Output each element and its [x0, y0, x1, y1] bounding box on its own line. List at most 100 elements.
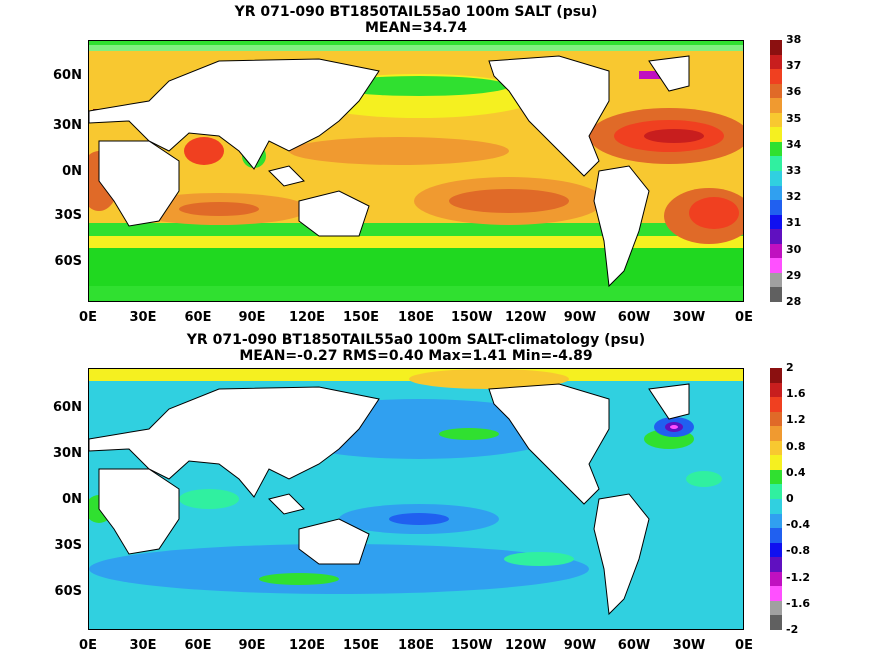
lon-label: 120W — [505, 310, 547, 325]
colorbar-segment — [770, 571, 782, 587]
colorbar-segment — [770, 98, 782, 114]
colorbar-tick-label: 2 — [786, 361, 794, 374]
colorbar-segment — [770, 411, 782, 427]
colorbar-tick-label: -0.8 — [786, 544, 811, 558]
colorbar-segment — [770, 513, 782, 529]
colorbar-segment — [770, 54, 782, 70]
lon-label: 180E — [397, 310, 435, 325]
colorbar-tick-label: 30 — [786, 242, 802, 256]
lon-label: 150E — [342, 638, 380, 653]
colorbar-segment — [770, 171, 782, 187]
panel2-stats: MEAN=-0.27 RMS=0.40 Max=1.41 Min=-4.89 — [239, 348, 593, 364]
panel1-title: YR 071-090 BT1850TAIL55a0 100m SALT (psu… — [234, 4, 598, 20]
lon-label: 150E — [342, 310, 380, 325]
colorbar-segment — [770, 557, 782, 573]
lon-label: 90W — [563, 310, 597, 325]
lat-label-0n: 0N — [62, 492, 82, 507]
colorbar-tick-label: 36 — [786, 85, 802, 99]
colorbar-segment — [770, 426, 782, 442]
colorbar-segment — [770, 368, 782, 384]
colorbar-segment — [770, 382, 782, 398]
colorbar-segment — [770, 499, 782, 515]
colorbar-tick-label: -1.2 — [786, 570, 811, 584]
lon-label: 120E — [288, 310, 326, 325]
lon-label: 150W — [451, 310, 493, 325]
lon-label: 0E — [735, 638, 753, 653]
colorbar-tick-label: 1.6 — [786, 387, 806, 401]
colorbar-segment — [770, 112, 782, 128]
colorbar-segment — [770, 272, 782, 288]
colorbar-tick-label: 1.2 — [786, 413, 806, 427]
colorbar-tick-label: 0.8 — [786, 439, 806, 453]
colorbar-segment — [770, 141, 782, 157]
lat-label-30s: 30S — [54, 538, 82, 553]
salinity-anomaly-map — [88, 368, 744, 630]
colorbar-tick-label: 38 — [786, 33, 802, 46]
colorbar-segment — [770, 542, 782, 558]
panel2-title: YR 071-090 BT1850TAIL55a0 100m SALT-clim… — [186, 332, 646, 348]
lon-label: 120E — [288, 638, 326, 653]
lon-label: 60E — [184, 638, 212, 653]
colorbar-segment — [770, 40, 782, 56]
colorbar-segment — [770, 229, 782, 245]
lon-label: 0E — [735, 310, 753, 325]
colorbar-segment — [770, 287, 782, 303]
colorbar-tick-label: -1.6 — [786, 596, 811, 610]
lat-label-0n: 0N — [62, 164, 82, 179]
colorbar-tick-label: -2 — [786, 623, 799, 636]
colorbar-segment — [770, 258, 782, 274]
colorbar-tick-label: 28 — [786, 295, 802, 308]
colorbar-segment — [770, 484, 782, 500]
colorbar-segment — [770, 83, 782, 99]
lon-label: 60W — [617, 310, 651, 325]
lon-label: 30E — [129, 638, 157, 653]
lat-label-60s: 60S — [54, 254, 82, 269]
lon-label: 90W — [563, 638, 597, 653]
colorbar-segment — [770, 469, 782, 485]
lon-label: 0E — [79, 638, 97, 653]
colorbar-segment — [770, 243, 782, 259]
colorbar-tick-label: 37 — [786, 59, 802, 73]
lon-label: 60E — [184, 310, 212, 325]
lon-label: 0E — [79, 310, 97, 325]
colorbar-segment — [770, 586, 782, 602]
colorbar-segment — [770, 440, 782, 456]
panel1-colorbar — [770, 40, 782, 303]
colorbar-segment — [770, 69, 782, 85]
colorbar-tick-label: 33 — [786, 164, 802, 177]
colorbar-tick-label: 34 — [786, 137, 802, 151]
lon-label: 30E — [129, 310, 157, 325]
colorbar-segment — [770, 156, 782, 172]
lon-label: 180E — [397, 638, 435, 653]
salinity-anomaly-map-field — [89, 369, 743, 629]
colorbar-tick-label: 32 — [786, 190, 802, 204]
lon-label: 120W — [505, 638, 547, 653]
lon-label: 30W — [672, 638, 706, 653]
lon-label: 90E — [238, 310, 266, 325]
lon-label: 90E — [238, 638, 266, 653]
colorbar-segment — [770, 185, 782, 201]
lat-label-30s: 30S — [54, 208, 82, 223]
colorbar-tick-label: 29 — [786, 268, 802, 282]
lon-label: 150W — [451, 638, 493, 653]
colorbar-tick-label: 35 — [786, 111, 802, 125]
colorbar-segment — [770, 600, 782, 616]
lat-label-60n: 60N — [53, 68, 82, 83]
lat-label-60s: 60S — [54, 584, 82, 599]
colorbar-segment — [770, 615, 782, 631]
lon-label: 60W — [617, 638, 651, 653]
colorbar-tick-label: -0.4 — [786, 518, 811, 532]
colorbar-tick-label: 31 — [786, 216, 802, 230]
salinity-map — [88, 40, 744, 302]
colorbar-tick-label: 0.4 — [786, 465, 806, 479]
colorbar-segment — [770, 397, 782, 413]
lat-label-30n: 30N — [53, 446, 82, 461]
lon-label: 30W — [672, 310, 706, 325]
colorbar-segment — [770, 455, 782, 471]
salinity-map-field — [89, 41, 743, 301]
panel2-colorbar — [770, 368, 782, 631]
lat-label-30n: 30N — [53, 118, 82, 133]
colorbar-segment — [770, 127, 782, 143]
lat-label-60n: 60N — [53, 400, 82, 415]
panel1-mean: MEAN=34.74 — [364, 20, 468, 36]
